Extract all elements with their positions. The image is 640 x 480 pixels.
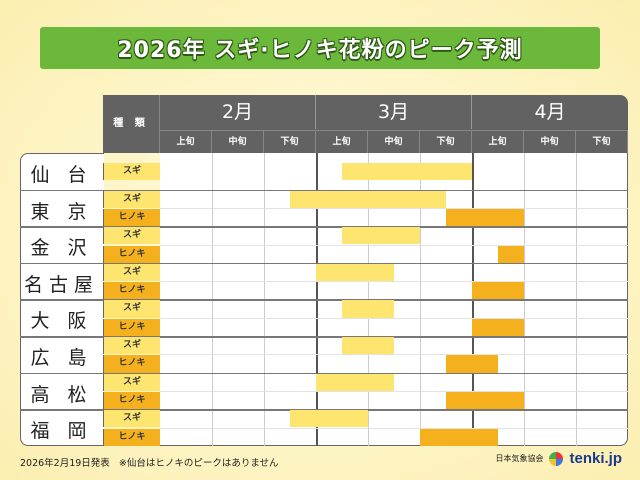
type-label: スギ <box>103 162 160 180</box>
peak-bar-sugi <box>290 410 368 428</box>
type-label: スギ <box>103 300 160 318</box>
peak-bar-hinoki <box>446 208 524 227</box>
peak-bar-hinoki <box>446 391 524 410</box>
sub-row-divider <box>160 354 628 356</box>
peak-bar-sugi <box>316 373 394 391</box>
type-label: スギ <box>103 337 160 355</box>
city-name: 高 松 <box>30 383 93 406</box>
sub-row-divider <box>160 281 628 283</box>
peak-bar-sugi <box>342 337 394 355</box>
city-name: 福 岡 <box>30 420 93 443</box>
row-divider <box>20 336 628 338</box>
type-label: スギ <box>103 227 160 245</box>
decade-header: 上旬 <box>160 130 212 153</box>
row-divider <box>20 262 628 265</box>
decade-header: 中旬 <box>368 130 420 153</box>
row-divider <box>20 372 628 375</box>
tenki-logo: tenki.jp <box>569 450 622 467</box>
peak-bar-sugi <box>342 162 472 180</box>
row-divider <box>20 226 628 228</box>
row-divider <box>20 189 628 192</box>
kind-header: 種 類 <box>103 95 160 153</box>
type-label: スギ <box>103 190 160 208</box>
type-label: ヒノキ <box>103 282 160 300</box>
type-label: スギ <box>103 410 160 428</box>
decade-header: 中旬 <box>524 130 576 153</box>
sub-row-divider <box>160 317 628 319</box>
city-name: 仙 台 <box>30 164 93 186</box>
type-label: スギ <box>103 373 160 391</box>
remark: ※仙台はヒノキのピークはありません <box>118 458 279 469</box>
chart-title: 2026年 スギ·ヒノキ花粉のピーク予測 <box>117 38 523 63</box>
type-label: ヒノキ <box>103 428 160 446</box>
sub-row-divider <box>160 207 628 209</box>
peak-bar-hinoki <box>498 245 524 263</box>
type-label: ヒノキ <box>103 355 160 373</box>
row-divider <box>20 409 628 411</box>
decade-header: 下旬 <box>576 130 628 153</box>
peak-bar-hinoki <box>472 318 524 336</box>
decade-header: 下旬 <box>264 130 316 153</box>
credit: 日本気象協会 tenki.jp <box>495 450 622 467</box>
peak-bar-sugi <box>342 227 420 245</box>
peak-bar-sugi <box>290 190 446 208</box>
decade-header: 下旬 <box>420 130 472 153</box>
peak-bar-sugi <box>316 263 394 282</box>
month-header: 4月 <box>534 101 566 123</box>
peak-bar-hinoki <box>472 282 524 300</box>
type-label: ヒノキ <box>103 208 160 227</box>
city-name: 広 島 <box>30 347 93 369</box>
city-name: 名古屋 <box>23 273 99 296</box>
city-name: 大 阪 <box>30 310 93 333</box>
type-label: スギ <box>103 263 160 282</box>
row-divider <box>20 299 628 301</box>
city-name: 金 沢 <box>30 237 93 260</box>
decade-header: 上旬 <box>316 130 368 153</box>
month-header: 2月 <box>160 95 316 129</box>
table-header: 種 類 2月 上旬 中旬 下旬 3月 上旬 中旬 下旬 4月 上旬 中旬 下旬 <box>103 95 628 153</box>
peak-bar-hinoki <box>446 355 498 373</box>
tenki-logo-icon <box>549 451 564 466</box>
sub-row-divider <box>160 427 628 429</box>
sub-row-divider <box>160 244 628 246</box>
type-label: ヒノキ <box>103 318 160 336</box>
month-header: 3月 <box>316 95 472 129</box>
issued-date: 2026年2月19日発表 <box>20 458 110 469</box>
sub-row-divider <box>160 390 628 392</box>
peak-bar-hinoki <box>420 428 498 446</box>
footer-note: 2026年2月19日発表 ※仙台はヒノキのピークはありません <box>20 455 279 469</box>
type-label: ヒノキ <box>103 391 160 410</box>
title-banner: 2026年 スギ·ヒノキ花粉のピーク予測 <box>40 27 600 69</box>
city-name: 東 京 <box>30 200 93 223</box>
org-name: 日本気象協会 <box>495 454 544 463</box>
peak-bar-sugi <box>342 300 394 318</box>
type-label: ヒノキ <box>103 245 160 263</box>
decade-header: 上旬 <box>472 130 524 153</box>
decade-header: 中旬 <box>212 130 264 153</box>
